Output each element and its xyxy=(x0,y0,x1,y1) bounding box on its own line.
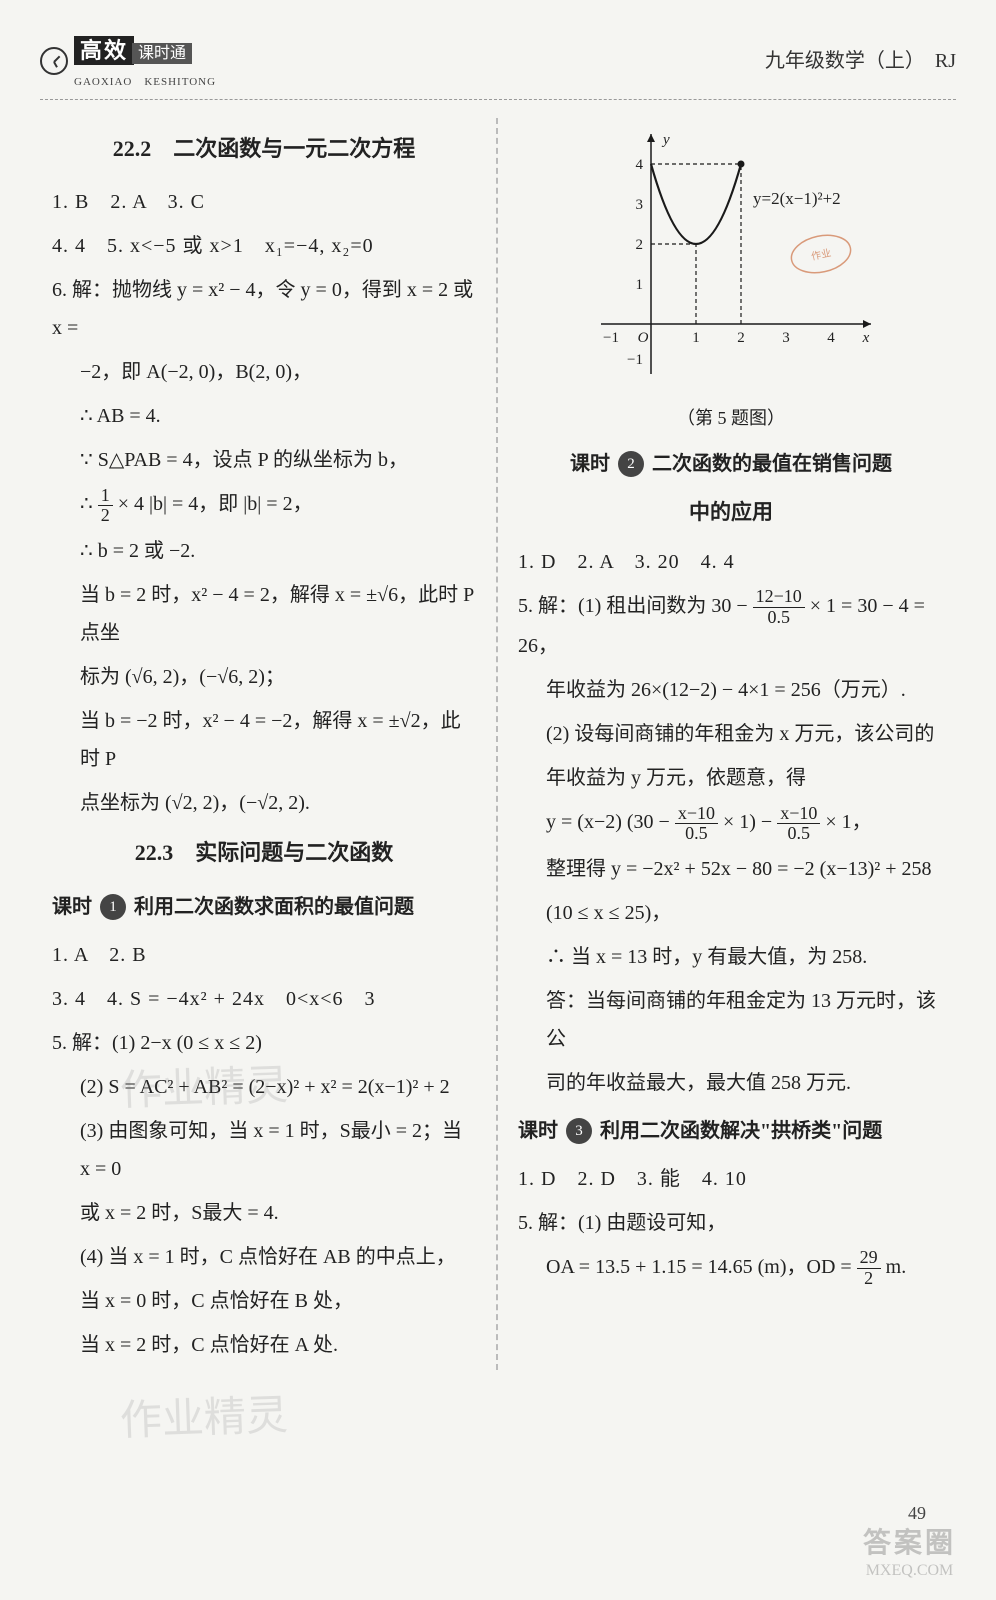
keshi-2-title-b: 中的应用 xyxy=(518,493,944,533)
fraction-f3: x−10 0.5 xyxy=(777,804,820,845)
svg-text:O: O xyxy=(638,330,649,346)
k1-q5b: (2) S = AC² + AB² = (2−x)² + x² = 2(x−1)… xyxy=(52,1068,476,1106)
fraction-f1: 12−10 0.5 xyxy=(753,587,805,628)
brand-pinyin: GAOXIAO KESHITONG xyxy=(74,72,216,93)
fraction-f2: x−10 0.5 xyxy=(675,804,718,845)
q6-case2b: 点坐标为 (√2, 2)，(−√2, 2). xyxy=(52,784,476,822)
keshi-2-row: 课时 2 二次函数的最值在销售问题 xyxy=(518,445,944,483)
k2-q5d: y = (x−2) (30 − x−10 0.5 × 1) − x−10 0.5… xyxy=(518,803,944,844)
k2-q5b: 年收益为 26×(12−2) − 4×1 = 256（万元）. xyxy=(518,671,944,709)
k3-ans1: 1. D 2. D 3. 能 4. 10 xyxy=(518,1160,944,1198)
q6-frac-line: ∴ 1 2 × 4 |b| = 4，即 |b| = 2， xyxy=(52,485,476,526)
k1-q5d1: (4) 当 x = 1 时，C 点恰好在 AB 的中点上， xyxy=(52,1238,476,1276)
brand: 高效课时通 GAOXIAO KESHITONG xyxy=(40,30,216,93)
svg-text:y: y xyxy=(661,132,670,148)
k2-q5c2: 年收益为 y 万元，依题意，得 xyxy=(518,759,944,797)
svg-text:2: 2 xyxy=(636,237,644,253)
q6-case1b: 标为 (√6, 2)，(−√6, 2)； xyxy=(52,658,476,696)
k2-q5h2: 司的年收益最大，最大值 258 万元. xyxy=(518,1064,944,1102)
svg-text:−1: −1 xyxy=(603,330,619,346)
svg-text:1: 1 xyxy=(636,277,644,293)
k3-q5a: 5. 解：(1) 由题设可知， xyxy=(518,1204,944,1242)
q6-case1a: 当 b = 2 时，x² − 4 = 2，解得 x = ±√6，此时 P 点坐 xyxy=(52,576,476,652)
answers-22-2-b: 4. 4 5. x<−5 或 x>1 x₁=−4, x₂=0 xyxy=(52,227,476,265)
k1-q5d2: 当 x = 0 时，C 点恰好在 B 处， xyxy=(52,1282,476,1320)
svg-text:4: 4 xyxy=(636,157,644,173)
section-22-3-title: 22.3 实际问题与二次函数 xyxy=(52,832,476,874)
q6-line2: −2，即 A(−2, 0)，B(2, 0)， xyxy=(52,353,476,391)
curve-equation: y=2(x−1)²+2 xyxy=(753,189,841,208)
svg-text:x: x xyxy=(862,330,870,346)
k3-q5b: OA = 13.5 + 1.15 = 14.65 (m)，OD = 29 2 m… xyxy=(518,1248,944,1289)
q6-line1: 6. 解：抛物线 y = x² − 4，令 y = 0，得到 x = 2 或 x… xyxy=(52,271,476,347)
q6-ab: ∴ AB = 4. xyxy=(52,397,476,435)
brand-main: 高效 xyxy=(74,36,134,65)
content-columns: 22.2 二次函数与一元二次方程 1. B 2. A 3. C 4. 4 5. … xyxy=(40,118,956,1370)
keshi-1-badge: 1 xyxy=(100,894,126,920)
k2-q5g: ∴ 当 x = 13 时，y 有最大值，为 258. xyxy=(518,938,944,976)
keshi-3-title: 利用二次函数解决"拱桥类"问题 xyxy=(600,1112,882,1150)
k1-ans2: 3. 4 4. S = −4x² + 24x 0<x<6 3 xyxy=(52,980,476,1018)
stamp-icon: 作业 xyxy=(788,230,854,278)
k1-q5d3: 当 x = 2 时，C 点恰好在 A 处. xyxy=(52,1326,476,1364)
keshi-1-title: 利用二次函数求面积的最值问题 xyxy=(134,888,414,926)
page-number: 49 xyxy=(908,1496,926,1530)
k2-q5f: (10 ≤ x ≤ 25)， xyxy=(518,894,944,932)
k1-q5c: (3) 由图象可知，当 x = 1 时，S最小 = 2；当 x = 0 xyxy=(52,1112,476,1188)
k1-q5c2: 或 x = 2 时，S最大 = 4. xyxy=(52,1194,476,1232)
q6-b2: ∴ b = 2 或 −2. xyxy=(52,532,476,570)
keshi-label: 课时 xyxy=(52,888,92,926)
k1-ans1: 1. A 2. B xyxy=(52,936,476,974)
keshi-1-row: 课时 1 利用二次函数求面积的最值问题 xyxy=(52,888,476,926)
svg-text:作业: 作业 xyxy=(810,247,832,263)
fraction-f4: 29 2 xyxy=(857,1248,881,1289)
k2-q5e: 整理得 y = −2x² + 52x − 80 = −2 (x−13)² + 2… xyxy=(518,850,944,888)
right-column: −1 O 1 2 3 4 x 1 2 3 4 −1 y xyxy=(498,118,956,1370)
q6-case2a: 当 b = −2 时，x² − 4 = −2，解得 x = ±√2，此时 P xyxy=(52,702,476,778)
q6-s: ∵ S△PAB = 4，设点 P 的纵坐标为 b， xyxy=(52,441,476,479)
left-column: 22.2 二次函数与一元二次方程 1. B 2. A 3. C 4. 4 5. … xyxy=(40,118,498,1370)
clock-icon xyxy=(40,47,68,75)
k1-q5a: 5. 解：(1) 2−x (0 ≤ x ≤ 2) xyxy=(52,1024,476,1062)
parabola-graph: −1 O 1 2 3 4 x 1 2 3 4 −1 y xyxy=(581,124,881,384)
keshi2-label: 课时 xyxy=(570,445,610,483)
footer-logo: 答案圈 MXEQ.COM xyxy=(863,1527,956,1580)
svg-text:2: 2 xyxy=(737,330,745,346)
svg-text:3: 3 xyxy=(636,197,644,213)
k2-q5h: 答：当每间商铺的年租金定为 13 万元时，该公 xyxy=(518,982,944,1058)
keshi-3-row: 课时 3 利用二次函数解决"拱桥类"问题 xyxy=(518,1112,944,1150)
svg-text:1: 1 xyxy=(692,330,700,346)
graph-caption: （第 5 题图） xyxy=(518,401,944,435)
keshi-2-title-a: 二次函数的最值在销售问题 xyxy=(652,445,892,483)
svg-text:−1: −1 xyxy=(627,352,643,368)
brand-sub: 课时通 xyxy=(132,43,192,64)
page-header: 高效课时通 GAOXIAO KESHITONG 九年级数学（上） RJ xyxy=(40,30,956,100)
watermark-2: 作业精灵 xyxy=(119,1377,290,1463)
k2-q5c: (2) 设每间商铺的年租金为 x 万元，该公司的 xyxy=(518,715,944,753)
k2-q5a: 5. 解：(1) 租出间数为 30 − 12−10 0.5 × 1 = 30 −… xyxy=(518,587,944,666)
keshi3-label: 课时 xyxy=(518,1112,558,1150)
section-22-2-title: 22.2 二次函数与一元二次方程 xyxy=(52,128,476,170)
svg-text:3: 3 xyxy=(782,330,790,346)
svg-text:4: 4 xyxy=(827,330,835,346)
q6-frac-pre: ∴ xyxy=(80,493,98,515)
keshi-2-badge: 2 xyxy=(618,451,644,477)
keshi-3-badge: 3 xyxy=(566,1118,592,1144)
k2-ans1: 1. D 2. A 3. 20 4. 4 xyxy=(518,543,944,581)
answers-22-2-a: 1. B 2. A 3. C xyxy=(52,183,476,221)
graph-q5: −1 O 1 2 3 4 x 1 2 3 4 −1 y xyxy=(518,124,944,435)
q6-frac-post: × 4 |b| = 4，即 |b| = 2， xyxy=(118,493,313,515)
fraction-half: 1 2 xyxy=(98,486,113,527)
header-right: 九年级数学（上） RJ xyxy=(765,42,956,80)
